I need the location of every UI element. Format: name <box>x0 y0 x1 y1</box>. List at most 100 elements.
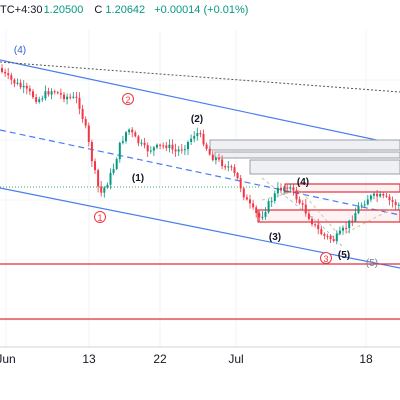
close-label: C <box>94 4 103 16</box>
candle-body <box>326 235 329 237</box>
wave-label: 1 <box>97 213 102 223</box>
candle-body <box>168 144 171 149</box>
candle-body <box>236 173 239 179</box>
candle-body <box>348 220 351 229</box>
candle-body <box>366 199 369 205</box>
channel-upper-line <box>0 59 400 146</box>
candle-body <box>227 166 230 168</box>
candle-body <box>10 75 13 80</box>
candle-body <box>304 204 307 214</box>
candle-body <box>59 93 62 95</box>
candle-body <box>146 145 149 152</box>
channel-midline <box>0 129 400 216</box>
candle-body <box>187 141 189 150</box>
candle-body <box>211 154 214 161</box>
candle-body <box>56 92 59 94</box>
candle-body <box>397 204 400 206</box>
wave-labels-layer: (4) 2 (2) (1) 1 (4) (3) (5) 3 (5) <box>14 45 378 269</box>
candle-body <box>63 94 65 100</box>
x-tick-18: 18 <box>359 352 373 366</box>
candle-body <box>4 71 7 74</box>
candle-body <box>97 170 100 187</box>
candle-body <box>81 108 84 119</box>
candle-body <box>270 201 273 203</box>
candle-body <box>335 233 338 242</box>
candle-body <box>202 133 205 145</box>
candle-body <box>221 159 224 167</box>
candle-body <box>72 96 75 98</box>
candle-body <box>140 142 143 144</box>
candle-body <box>214 158 217 161</box>
candle-body <box>351 220 354 222</box>
wave-label-circle <box>122 93 134 105</box>
upper-dotted-line <box>0 61 400 93</box>
candle-body <box>183 149 186 151</box>
wave-label: (1) <box>132 173 144 184</box>
candle-body <box>171 144 174 150</box>
candle-body <box>391 200 394 203</box>
ohlc-header: TC+4:30 1.20500 C 1.20642 +0.00014 (+0.0… <box>0 4 248 16</box>
candle-body <box>196 133 199 137</box>
candle-body <box>388 196 391 201</box>
x-tick-22: 22 <box>153 352 167 366</box>
candle-body <box>394 202 397 206</box>
candle-body <box>385 195 388 197</box>
candle-body <box>273 193 276 202</box>
candle-body <box>115 159 118 169</box>
candles-layer <box>1 64 400 245</box>
candle-body <box>289 187 292 189</box>
candle-body <box>239 178 242 189</box>
candle-body <box>53 91 56 93</box>
candle-body <box>329 236 332 240</box>
close-value: 1.20642 <box>105 4 146 16</box>
wave-label-circle <box>320 252 332 264</box>
candle-body <box>283 187 286 191</box>
candle-body <box>218 158 220 160</box>
candle-body <box>311 219 313 225</box>
candle-body <box>174 149 177 152</box>
candle-body <box>165 145 168 149</box>
wave-label-circle <box>94 211 106 223</box>
candle-body <box>193 136 196 139</box>
candle-body <box>245 197 248 200</box>
resistance-zone-2 <box>214 151 400 159</box>
timezone-label: TC+4:30 <box>0 4 43 16</box>
candle-body <box>338 230 341 234</box>
candle-body <box>112 168 115 173</box>
candle-body <box>230 166 233 168</box>
candle-body <box>47 91 50 95</box>
candle-body <box>128 129 131 133</box>
wave-label: (5) <box>366 258 378 269</box>
wave-label: 2 <box>125 95 130 105</box>
candle-body <box>301 203 304 205</box>
candle-body <box>66 96 69 100</box>
candle-body <box>382 194 385 196</box>
candle-body <box>317 224 320 230</box>
candle-body <box>75 96 78 98</box>
candle-body <box>143 142 146 146</box>
candle-body <box>249 199 251 204</box>
candle-body <box>286 187 289 189</box>
wave-label: (2) <box>191 114 203 125</box>
candle-body <box>190 138 193 142</box>
wave-label: 3 <box>323 254 328 264</box>
candle-body <box>152 147 155 151</box>
candle-body <box>298 199 301 204</box>
resistance-zone-3 <box>249 159 400 175</box>
candle-body <box>94 161 96 171</box>
candle-body <box>233 167 236 174</box>
candle-body <box>307 213 310 220</box>
candle-body <box>125 132 127 142</box>
x-tick-jun: Jun <box>0 352 16 366</box>
candle-body <box>379 194 382 197</box>
channel-lower-line <box>0 187 400 269</box>
candle-body <box>199 133 202 135</box>
candle-body <box>1 68 3 72</box>
candle-body <box>16 82 19 84</box>
candle-body <box>22 85 25 88</box>
candle-body <box>357 206 360 214</box>
candle-body <box>376 193 379 197</box>
candle-body <box>242 188 245 198</box>
